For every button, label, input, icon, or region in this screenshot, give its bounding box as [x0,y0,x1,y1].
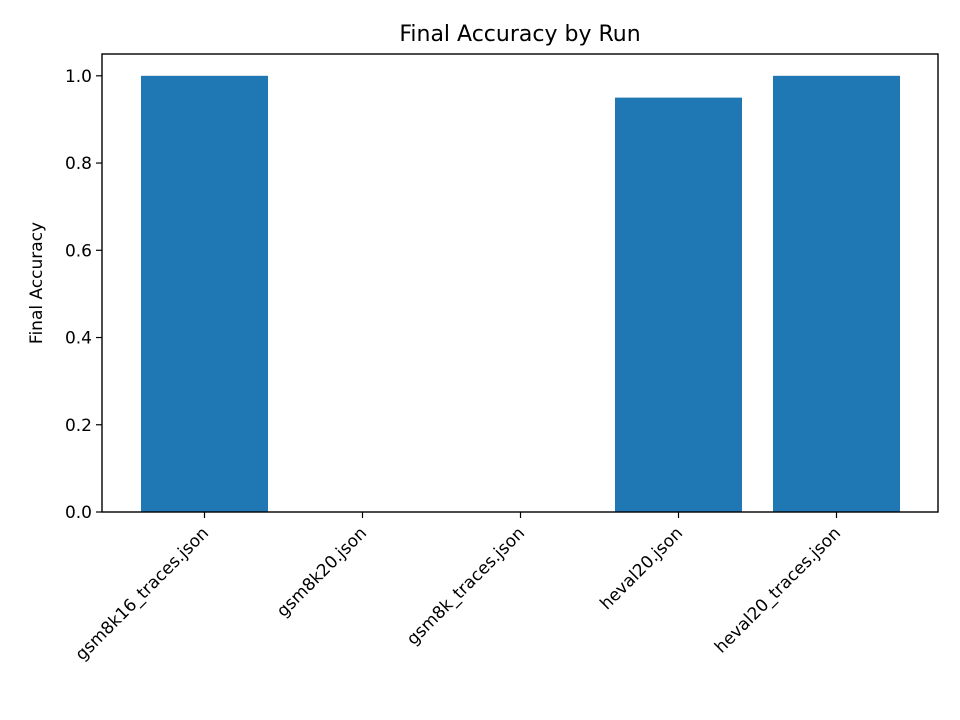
plot-frame [101,53,939,513]
chart-title: Final Accuracy by Run [399,22,640,47]
x-tick-label: gsm8k_traces.json [403,523,529,649]
x-tick-label: gsm8k20.json [273,523,371,621]
y-tick-label: 0.8 [65,154,92,174]
bar-3 [615,97,742,513]
y-axis-ticks: 0.0 0.2 0.4 0.6 0.8 1.0 [65,67,102,523]
y-axis-label: Final Accuracy [27,222,47,344]
x-tick-label: gsm8k16_traces.json [72,523,213,664]
x-tick-label: heval20.json [596,523,687,614]
y-tick-label: 0.0 [65,503,92,523]
bar-0 [141,75,268,512]
y-tick-label: 1.0 [65,67,92,87]
bar-4 [773,75,900,512]
y-tick-label: 0.4 [65,329,92,349]
x-tick-label: heval20_traces.json [711,523,845,657]
bars-group [141,75,900,513]
y-tick-label: 0.6 [65,241,92,261]
x-axis-ticks: gsm8k16_traces.json gsm8k20.json gsm8k_tra… [72,512,845,665]
y-tick-label: 0.2 [65,416,92,436]
